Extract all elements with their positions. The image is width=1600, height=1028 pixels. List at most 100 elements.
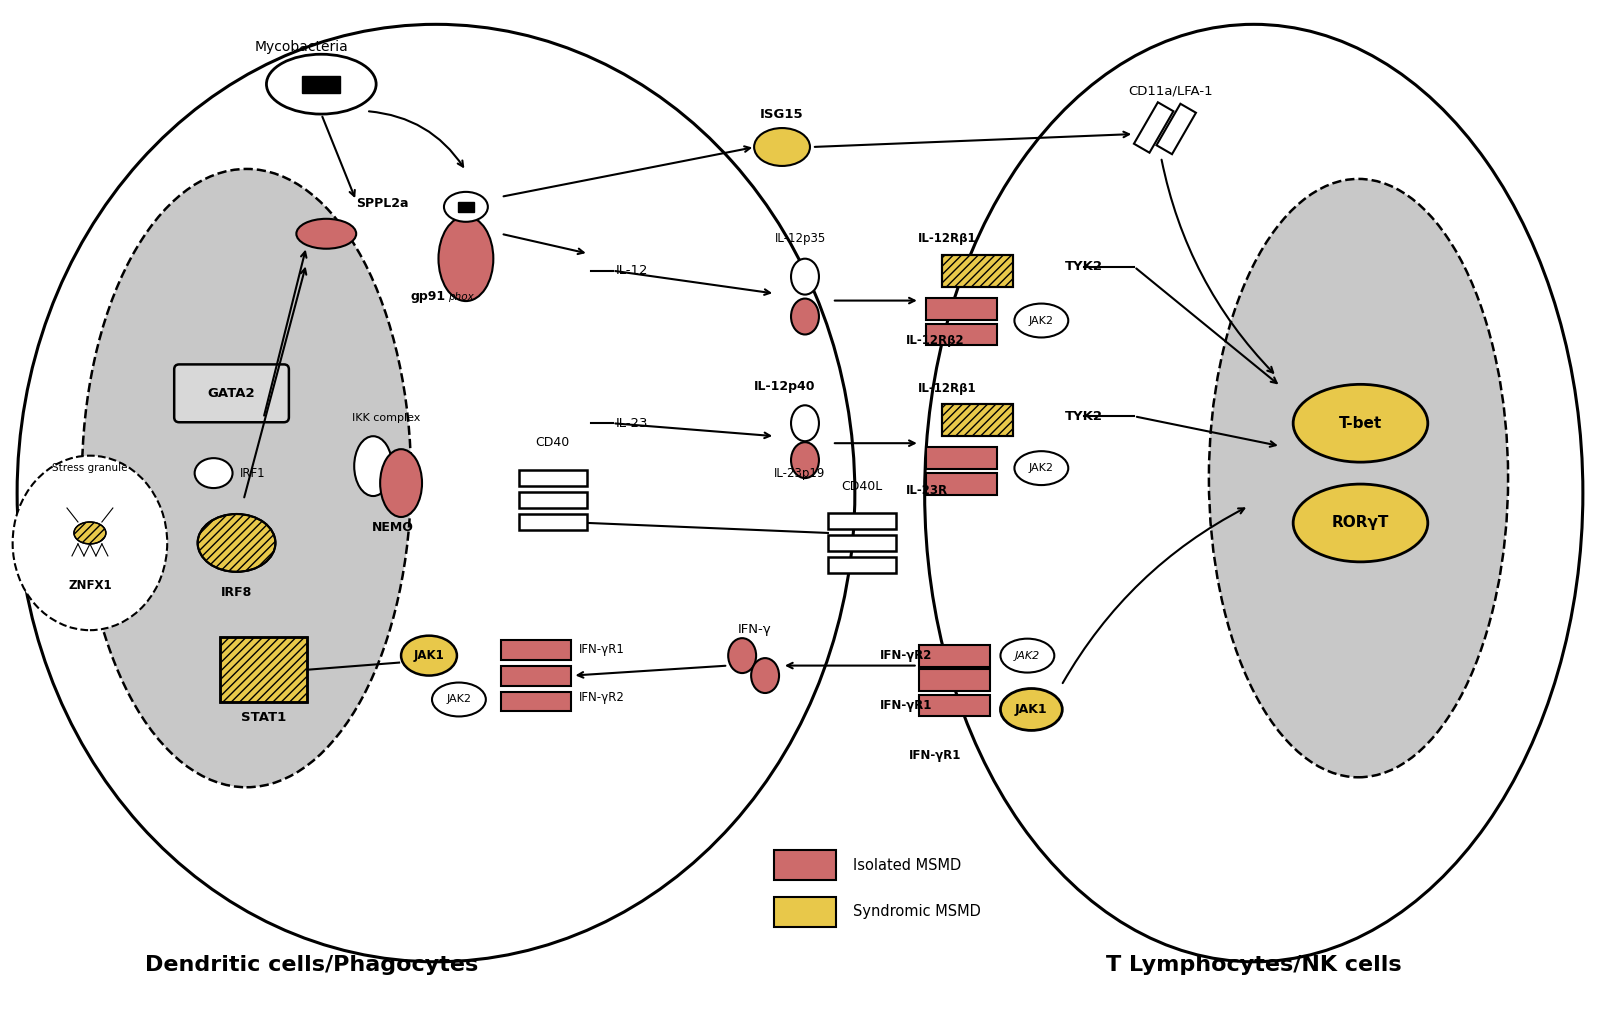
Text: IRF8: IRF8 bbox=[221, 586, 253, 599]
Text: IL-12p35: IL-12p35 bbox=[774, 232, 826, 246]
Ellipse shape bbox=[1000, 638, 1054, 672]
Text: IL-12Rβ1: IL-12Rβ1 bbox=[918, 232, 976, 246]
Ellipse shape bbox=[267, 54, 376, 114]
Text: IFN-γR1: IFN-γR1 bbox=[909, 748, 962, 762]
Bar bbox=[1157, 104, 1195, 154]
Text: IL-12: IL-12 bbox=[616, 264, 648, 278]
Text: GATA2: GATA2 bbox=[208, 387, 256, 400]
Bar bbox=[774, 850, 835, 880]
Bar bbox=[918, 668, 990, 691]
Text: Mycobacteria: Mycobacteria bbox=[254, 40, 349, 54]
Text: IKK complex: IKK complex bbox=[352, 413, 421, 424]
Ellipse shape bbox=[1293, 484, 1427, 562]
Bar bbox=[942, 404, 1013, 436]
Text: STAT1: STAT1 bbox=[242, 711, 286, 724]
Bar bbox=[501, 692, 571, 711]
Ellipse shape bbox=[754, 128, 810, 166]
Text: IFN-γR1: IFN-γR1 bbox=[579, 644, 624, 656]
Text: IL-12p40: IL-12p40 bbox=[754, 379, 816, 393]
Bar bbox=[302, 76, 341, 93]
Text: IL-12Rβ1: IL-12Rβ1 bbox=[918, 381, 976, 395]
Text: JAK1: JAK1 bbox=[414, 649, 445, 662]
Bar bbox=[918, 695, 990, 717]
Bar bbox=[219, 637, 307, 702]
Bar bbox=[518, 492, 587, 508]
Ellipse shape bbox=[1014, 451, 1069, 485]
Bar bbox=[942, 255, 1013, 287]
Bar bbox=[458, 201, 474, 212]
Text: T Lymphocytes/NK cells: T Lymphocytes/NK cells bbox=[1106, 955, 1402, 975]
Bar bbox=[219, 637, 307, 702]
Ellipse shape bbox=[354, 436, 392, 497]
Text: IL-23p19: IL-23p19 bbox=[774, 467, 826, 480]
Bar bbox=[926, 297, 997, 320]
Ellipse shape bbox=[82, 169, 411, 787]
Text: CD11a/LFA-1: CD11a/LFA-1 bbox=[1128, 84, 1213, 98]
Text: T-bet: T-bet bbox=[1339, 415, 1382, 431]
Ellipse shape bbox=[296, 219, 357, 249]
Ellipse shape bbox=[790, 405, 819, 441]
Bar bbox=[942, 404, 1013, 436]
Ellipse shape bbox=[1014, 303, 1069, 337]
Text: Dendritic cells/Phagocytes: Dendritic cells/Phagocytes bbox=[144, 955, 478, 975]
Text: CD40L: CD40L bbox=[842, 480, 883, 492]
Text: IFN-γR2: IFN-γR2 bbox=[579, 691, 624, 704]
Ellipse shape bbox=[925, 25, 1582, 962]
Bar bbox=[827, 535, 896, 551]
Ellipse shape bbox=[750, 658, 779, 693]
Text: JAK1: JAK1 bbox=[1014, 703, 1048, 715]
Ellipse shape bbox=[432, 683, 486, 717]
Text: JAK2: JAK2 bbox=[1029, 464, 1054, 473]
Text: JAK2: JAK2 bbox=[1014, 651, 1040, 661]
Ellipse shape bbox=[443, 192, 488, 222]
Text: gp91: gp91 bbox=[411, 290, 446, 303]
Bar bbox=[774, 897, 835, 927]
Text: Isolated MSMD: Isolated MSMD bbox=[853, 857, 962, 873]
Bar bbox=[926, 473, 997, 495]
Text: TYK2: TYK2 bbox=[1066, 260, 1104, 273]
FancyBboxPatch shape bbox=[174, 364, 290, 423]
Bar bbox=[942, 255, 1013, 287]
Text: phox: phox bbox=[448, 292, 474, 301]
Ellipse shape bbox=[1293, 384, 1427, 463]
Text: ISG15: ISG15 bbox=[760, 108, 803, 120]
Text: IL-23: IL-23 bbox=[616, 416, 648, 430]
Text: Stress granule: Stress granule bbox=[53, 464, 128, 473]
Text: IFN-γR2: IFN-γR2 bbox=[880, 649, 933, 662]
Bar bbox=[827, 557, 896, 573]
Ellipse shape bbox=[790, 298, 819, 334]
Text: RORγT: RORγT bbox=[1331, 515, 1389, 530]
Ellipse shape bbox=[1210, 179, 1509, 777]
Bar bbox=[926, 447, 997, 469]
Ellipse shape bbox=[790, 259, 819, 295]
Ellipse shape bbox=[790, 442, 819, 478]
Text: IRF1: IRF1 bbox=[240, 467, 266, 480]
Bar bbox=[501, 665, 571, 686]
Text: TYK2: TYK2 bbox=[1066, 410, 1104, 423]
Bar bbox=[518, 470, 587, 486]
Ellipse shape bbox=[13, 455, 168, 630]
Ellipse shape bbox=[1000, 689, 1062, 731]
Ellipse shape bbox=[438, 216, 493, 301]
Ellipse shape bbox=[195, 458, 232, 488]
Text: JAK2: JAK2 bbox=[1029, 316, 1054, 326]
Text: IL-23R: IL-23R bbox=[906, 483, 947, 497]
Ellipse shape bbox=[402, 635, 458, 675]
Text: ZNFX1: ZNFX1 bbox=[69, 580, 112, 592]
Ellipse shape bbox=[381, 449, 422, 517]
Text: NEMO: NEMO bbox=[373, 521, 414, 535]
Ellipse shape bbox=[728, 638, 757, 673]
Text: IFN-γ: IFN-γ bbox=[738, 623, 771, 636]
Text: Syndromic MSMD: Syndromic MSMD bbox=[853, 905, 981, 919]
Text: SPPL2a: SPPL2a bbox=[357, 197, 408, 211]
Ellipse shape bbox=[74, 522, 106, 544]
Text: IL-12Rβ2: IL-12Rβ2 bbox=[906, 334, 965, 347]
Text: CD40: CD40 bbox=[536, 436, 570, 448]
Text: JAK2: JAK2 bbox=[446, 695, 472, 704]
Bar bbox=[918, 645, 990, 666]
Ellipse shape bbox=[18, 25, 854, 962]
Text: IFN-γR1: IFN-γR1 bbox=[880, 699, 933, 712]
Ellipse shape bbox=[198, 514, 275, 572]
Bar bbox=[1134, 102, 1173, 153]
Bar bbox=[827, 513, 896, 529]
